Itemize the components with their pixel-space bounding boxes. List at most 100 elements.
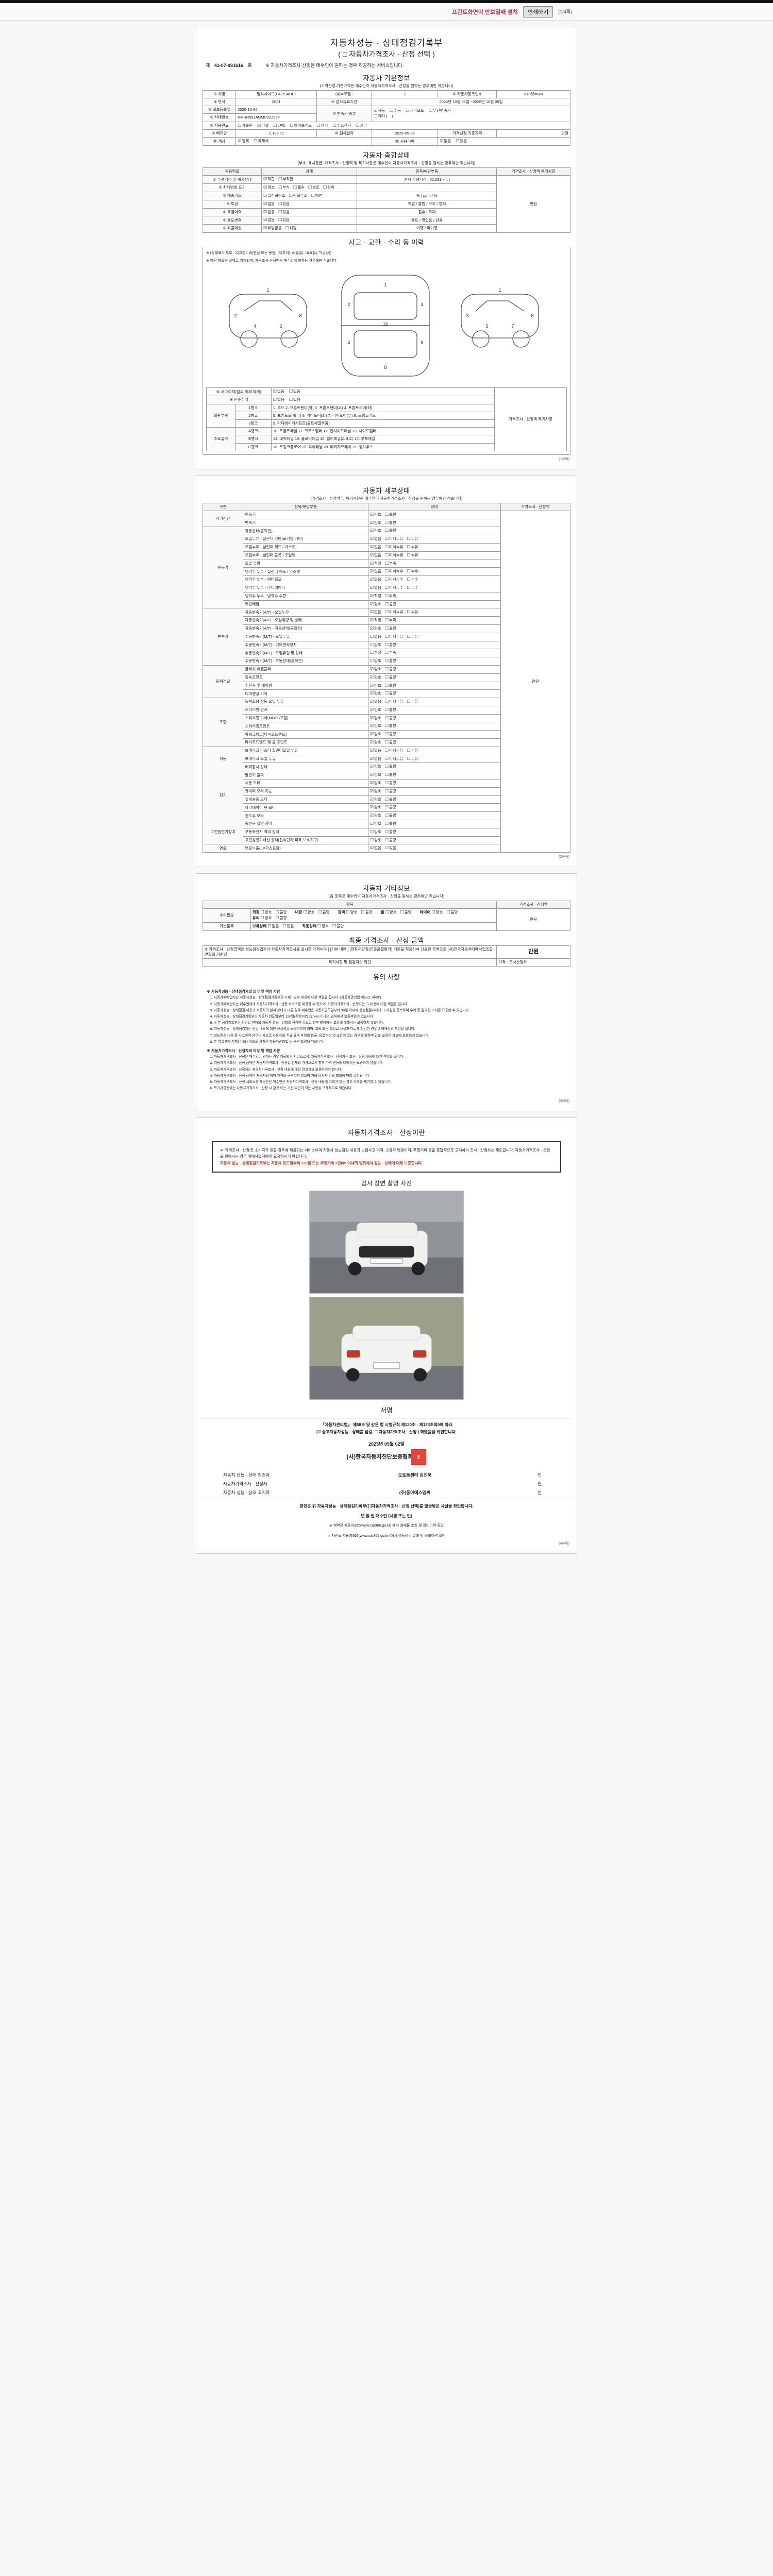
detail-6-5-option-0[interactable]: ☑양호 [369,813,381,818]
detail-5-0-option-2[interactable]: ☐누유 [407,748,418,753]
detail-2-3-option-2[interactable]: ☐누유 [407,634,418,639]
detail-7-0-option-0[interactable]: ☐양호 [369,821,381,826]
detail-6-0-option-1[interactable]: ☐불량 [384,772,396,777]
detail-1-9-option-0[interactable]: ☑양호 [369,601,381,606]
detail-2-2-option-0[interactable]: ☑양호 [369,625,381,631]
fuel-option-other[interactable]: ☐기타 [356,123,367,128]
overall-status-0-option-0[interactable]: ☑적합 [263,177,275,182]
other-1-0-option-1[interactable]: ☐있음 [282,923,294,928]
detail-2-3-option-1[interactable]: ☐미세누유 [384,634,404,639]
overall-status-6-option-1[interactable]: ☐해당 [285,226,297,231]
detail-5-0-option-0[interactable]: ☑없음 [369,748,381,753]
detail-4-5-option-1[interactable]: ☐불량 [384,740,396,745]
detail-6-0-option-0[interactable]: ☑양호 [369,772,381,777]
overall-status-1-option-1[interactable]: ☐부식 [278,185,290,190]
detail-1-5-option-0[interactable]: ☑없음 [369,569,381,574]
simple-repair-option-yes[interactable]: ☐있음 [289,397,300,402]
detail-2-6-option-0[interactable]: ☐양호 [369,658,381,664]
detail-1-5-option-1[interactable]: ☐미세누수 [384,569,404,574]
print-button[interactable]: 인쇄하기 [523,6,553,18]
detail-6-2-option-0[interactable]: ☑양호 [369,788,381,793]
overall-status-1-option-0[interactable]: ☑양호 [263,185,275,190]
detail-7-1-option-1[interactable]: ☐불량 [384,829,396,834]
detail-2-1-option-0[interactable]: ☑적정 [369,618,381,623]
detail-4-1-option-1[interactable]: ☐불량 [384,707,396,712]
detail-1-7-option-1[interactable]: ☐미세누수 [384,585,404,590]
simple-repair-option-none[interactable]: ☑없음 [273,397,284,402]
detail-4-3-option-1[interactable]: ☐불량 [384,723,396,728]
detail-4-4-option-0[interactable]: ☑양호 [369,732,381,737]
other-0-2-option-0[interactable]: ☐양호 [346,910,358,915]
detail-3-1-option-1[interactable]: ☐불량 [384,674,396,680]
detail-1-3-option-1[interactable]: ☐미세누유 [384,552,404,557]
usage-option-none[interactable]: ☑없음 [440,139,451,144]
other-0-4-option-1[interactable]: ☐불량 [446,910,458,915]
detail-3-2-option-1[interactable]: ☐불량 [384,683,396,688]
detail-1-4-option-0[interactable]: ☑적정 [369,561,381,566]
overall-status-6-option-0[interactable]: ☑해당없음 [263,226,282,231]
fuel-option-electric[interactable]: ☐전기 [316,123,328,128]
detail-1-6-option-0[interactable]: ☑없음 [369,577,381,582]
other-0-4-option-0[interactable]: ☐양호 [431,910,443,915]
detail-3-0-option-1[interactable]: ☐불량 [384,666,396,671]
overall-status-3-option-0[interactable]: ☑없음 [263,201,275,206]
other-1-1-option-1[interactable]: ☐불량 [332,923,344,928]
detail-2-0-option-0[interactable]: ☑없음 [369,609,381,615]
detail-6-1-option-0[interactable]: ☑양호 [369,781,381,786]
overall-status-2-option-0[interactable]: ☐일산화탄소 [263,193,285,198]
other-0-1-option-0[interactable]: ☐양호 [303,910,315,915]
other-0-2-option-1[interactable]: ☐불량 [361,910,373,915]
other-0-3-option-1[interactable]: ☐불량 [400,910,412,915]
transmission-option-cvt[interactable]: ☐무단변속기 [428,108,451,113]
detail-4-0-option-2[interactable]: ☐누유 [407,699,418,704]
detail-2-5-option-1[interactable]: ☐부족 [384,650,396,655]
detail-8-0-option-0[interactable]: ☑없음 [369,845,381,851]
overall-status-1-option-4[interactable]: ☐상이 [323,185,334,190]
overall-status-5-option-0[interactable]: ☑없음 [263,217,275,223]
other-1-1-option-0[interactable]: ☐양호 [317,923,329,928]
detail-1-6-option-1[interactable]: ☐미세누수 [384,577,404,582]
detail-5-0-option-1[interactable]: ☐미세누유 [384,748,404,753]
detail-1-8-option-1[interactable]: ☐부족 [384,593,396,598]
overall-status-1-option-3[interactable]: ☐변조 [308,185,320,190]
detail-1-1-option-0[interactable]: ☑없음 [369,536,381,541]
detail-1-7-option-0[interactable]: ☑없음 [369,585,381,590]
detail-1-7-option-2[interactable]: ☐누수 [407,585,418,590]
detail-7-0-option-1[interactable]: ☐불량 [384,821,396,826]
detail-2-0-option-1[interactable]: ☐미세누유 [384,609,404,615]
detail-2-5-option-0[interactable]: ☐적정 [369,650,381,655]
fuel-option-hydrogen[interactable]: ☐수소전기 [332,123,351,128]
color-option-tuned[interactable]: ☐유채색 [254,139,269,144]
detail-2-4-option-1[interactable]: ☐불량 [384,642,396,647]
overall-status-4-option-1[interactable]: ☐있음 [278,209,290,214]
detail-1-4-option-1[interactable]: ☐부족 [384,561,396,566]
detail-1-1-option-1[interactable]: ☐미세누유 [384,536,404,541]
detail-1-3-option-0[interactable]: ☑없음 [369,552,381,557]
other-0-5-option-1[interactable]: ☐불량 [275,916,287,921]
detail-3-0-option-0[interactable]: ☑양호 [369,666,381,671]
detail-7-2-option-0[interactable]: ☐양호 [369,837,381,842]
detail-7-2-option-1[interactable]: ☐불량 [384,837,396,842]
accident-option-yes[interactable]: ☐있음 [289,389,300,394]
detail-5-1-option-0[interactable]: ☑없음 [369,756,381,761]
detail-3-2-option-0[interactable]: ☑양호 [369,683,381,688]
overall-status-0-option-1[interactable]: ☐부적합 [278,177,293,182]
overall-status-4-option-0[interactable]: ☑없음 [263,209,275,214]
detail-6-3-option-0[interactable]: ☑양호 [369,796,381,802]
fuel-option-lpg[interactable]: ☐LPG [273,123,285,128]
overall-status-2-option-1[interactable]: ☐탄화수소 [289,193,308,198]
other-0-1-option-1[interactable]: ☐불량 [318,910,330,915]
detail-6-4-option-1[interactable]: ☐불량 [384,805,396,810]
detail-1-0-option-0[interactable]: ☑양호 [369,528,381,533]
detail-4-3-option-0[interactable]: ☑양호 [369,723,381,728]
fuel-option-hybrid[interactable]: ☐하이브리드 [290,123,312,128]
detail-4-2-option-0[interactable]: ☑양호 [369,715,381,720]
transmission-option-semiauto[interactable]: ☐세미오토 [406,108,424,113]
detail-0-0-option-0[interactable]: ☑양호 [369,512,381,517]
detail-0-0-option-1[interactable]: ☐불량 [384,512,396,517]
detail-4-2-option-1[interactable]: ☐불량 [384,715,396,720]
detail-5-1-option-1[interactable]: ☐미세누유 [384,756,404,761]
detail-5-2-option-0[interactable]: ☑양호 [369,764,381,769]
detail-6-5-option-1[interactable]: ☐불량 [384,813,396,818]
detail-4-4-option-1[interactable]: ☐불량 [384,732,396,737]
